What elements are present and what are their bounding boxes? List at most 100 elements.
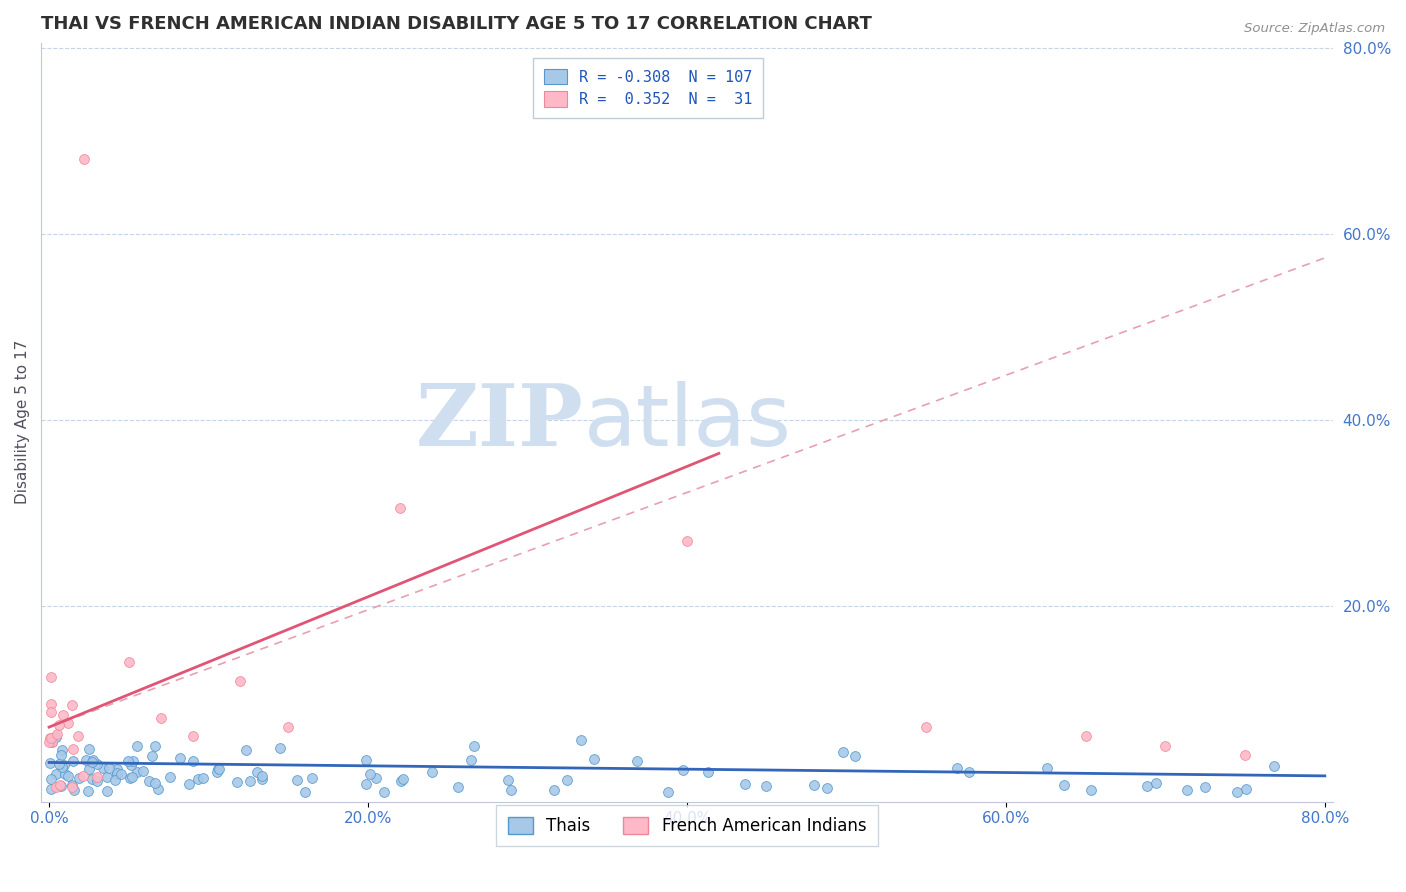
Point xyxy=(45,767,67,781)
Point xyxy=(52,757,75,772)
Point xyxy=(555,773,578,788)
Point xyxy=(460,753,482,767)
Point xyxy=(543,783,565,797)
Text: ZIP: ZIP xyxy=(416,380,583,464)
Point xyxy=(39,772,62,786)
Point xyxy=(49,747,72,762)
Point xyxy=(56,715,79,730)
Point xyxy=(373,785,395,799)
Point xyxy=(39,697,62,711)
Point xyxy=(105,762,128,776)
Point xyxy=(1074,730,1097,744)
Point xyxy=(143,776,166,790)
Point xyxy=(250,772,273,787)
Point xyxy=(127,765,149,780)
Point xyxy=(79,763,101,777)
Point xyxy=(141,748,163,763)
Point xyxy=(79,742,101,756)
Point xyxy=(245,765,267,780)
Point xyxy=(501,782,523,797)
Point xyxy=(56,770,79,784)
Point xyxy=(120,758,142,772)
Point xyxy=(48,717,70,731)
Point xyxy=(359,766,381,780)
Point xyxy=(696,765,718,780)
Point xyxy=(207,762,229,776)
Point xyxy=(1234,747,1257,762)
Point xyxy=(1263,758,1285,772)
Point xyxy=(1144,776,1167,790)
Point xyxy=(45,780,67,794)
Point xyxy=(96,771,118,785)
Point xyxy=(49,779,72,793)
Point xyxy=(946,761,969,775)
Point xyxy=(181,730,204,744)
Point xyxy=(82,753,104,767)
Point xyxy=(252,769,274,783)
Point xyxy=(39,731,62,745)
Point xyxy=(117,754,139,768)
Point xyxy=(159,771,181,785)
Point xyxy=(125,739,148,753)
Point xyxy=(1135,779,1157,793)
Point xyxy=(38,756,60,770)
Point xyxy=(803,778,825,792)
Point xyxy=(104,773,127,788)
Point xyxy=(657,785,679,799)
Point xyxy=(187,772,209,786)
Point xyxy=(957,764,980,779)
Point xyxy=(143,739,166,754)
Point xyxy=(354,753,377,767)
Point xyxy=(389,774,412,789)
Point xyxy=(110,767,132,781)
Point xyxy=(41,734,63,748)
Point xyxy=(301,772,323,786)
Point xyxy=(105,766,128,780)
Point xyxy=(118,771,141,785)
Point xyxy=(72,768,94,782)
Point xyxy=(463,739,485,754)
Point xyxy=(41,735,63,749)
Point xyxy=(96,784,118,798)
Point xyxy=(105,767,128,781)
Point xyxy=(52,707,75,722)
Text: THAI VS FRENCH AMERICAN INDIAN DISABILITY AGE 5 TO 17 CORRELATION CHART: THAI VS FRENCH AMERICAN INDIAN DISABILIT… xyxy=(41,15,872,33)
Point xyxy=(73,153,96,167)
Point xyxy=(39,731,62,745)
Point xyxy=(121,770,143,784)
Point xyxy=(225,775,247,789)
Point xyxy=(63,783,86,797)
Point xyxy=(205,764,228,779)
Point xyxy=(177,777,200,791)
Point xyxy=(44,730,66,744)
Point xyxy=(193,771,215,785)
Point xyxy=(447,780,470,794)
Point xyxy=(354,777,377,791)
Point xyxy=(82,772,104,787)
Point xyxy=(62,742,84,756)
Point xyxy=(1175,782,1198,797)
Point xyxy=(844,748,866,763)
Point xyxy=(1036,761,1059,775)
Point xyxy=(80,755,103,769)
Point xyxy=(1234,781,1257,796)
Point xyxy=(51,760,73,774)
Point xyxy=(86,773,108,788)
Point xyxy=(39,781,62,796)
Point xyxy=(392,772,415,786)
Point xyxy=(239,773,262,788)
Y-axis label: Disability Age 5 to 17: Disability Age 5 to 17 xyxy=(15,340,30,504)
Point xyxy=(146,782,169,797)
Point xyxy=(41,705,63,719)
Point xyxy=(208,762,231,776)
Point xyxy=(1053,778,1076,792)
Point xyxy=(86,770,108,784)
Point xyxy=(62,754,84,768)
Point xyxy=(734,777,756,791)
Point xyxy=(388,501,411,516)
Point xyxy=(131,764,153,778)
Point xyxy=(39,670,62,684)
Point xyxy=(121,754,143,768)
Point xyxy=(671,764,693,778)
Point xyxy=(915,720,938,734)
